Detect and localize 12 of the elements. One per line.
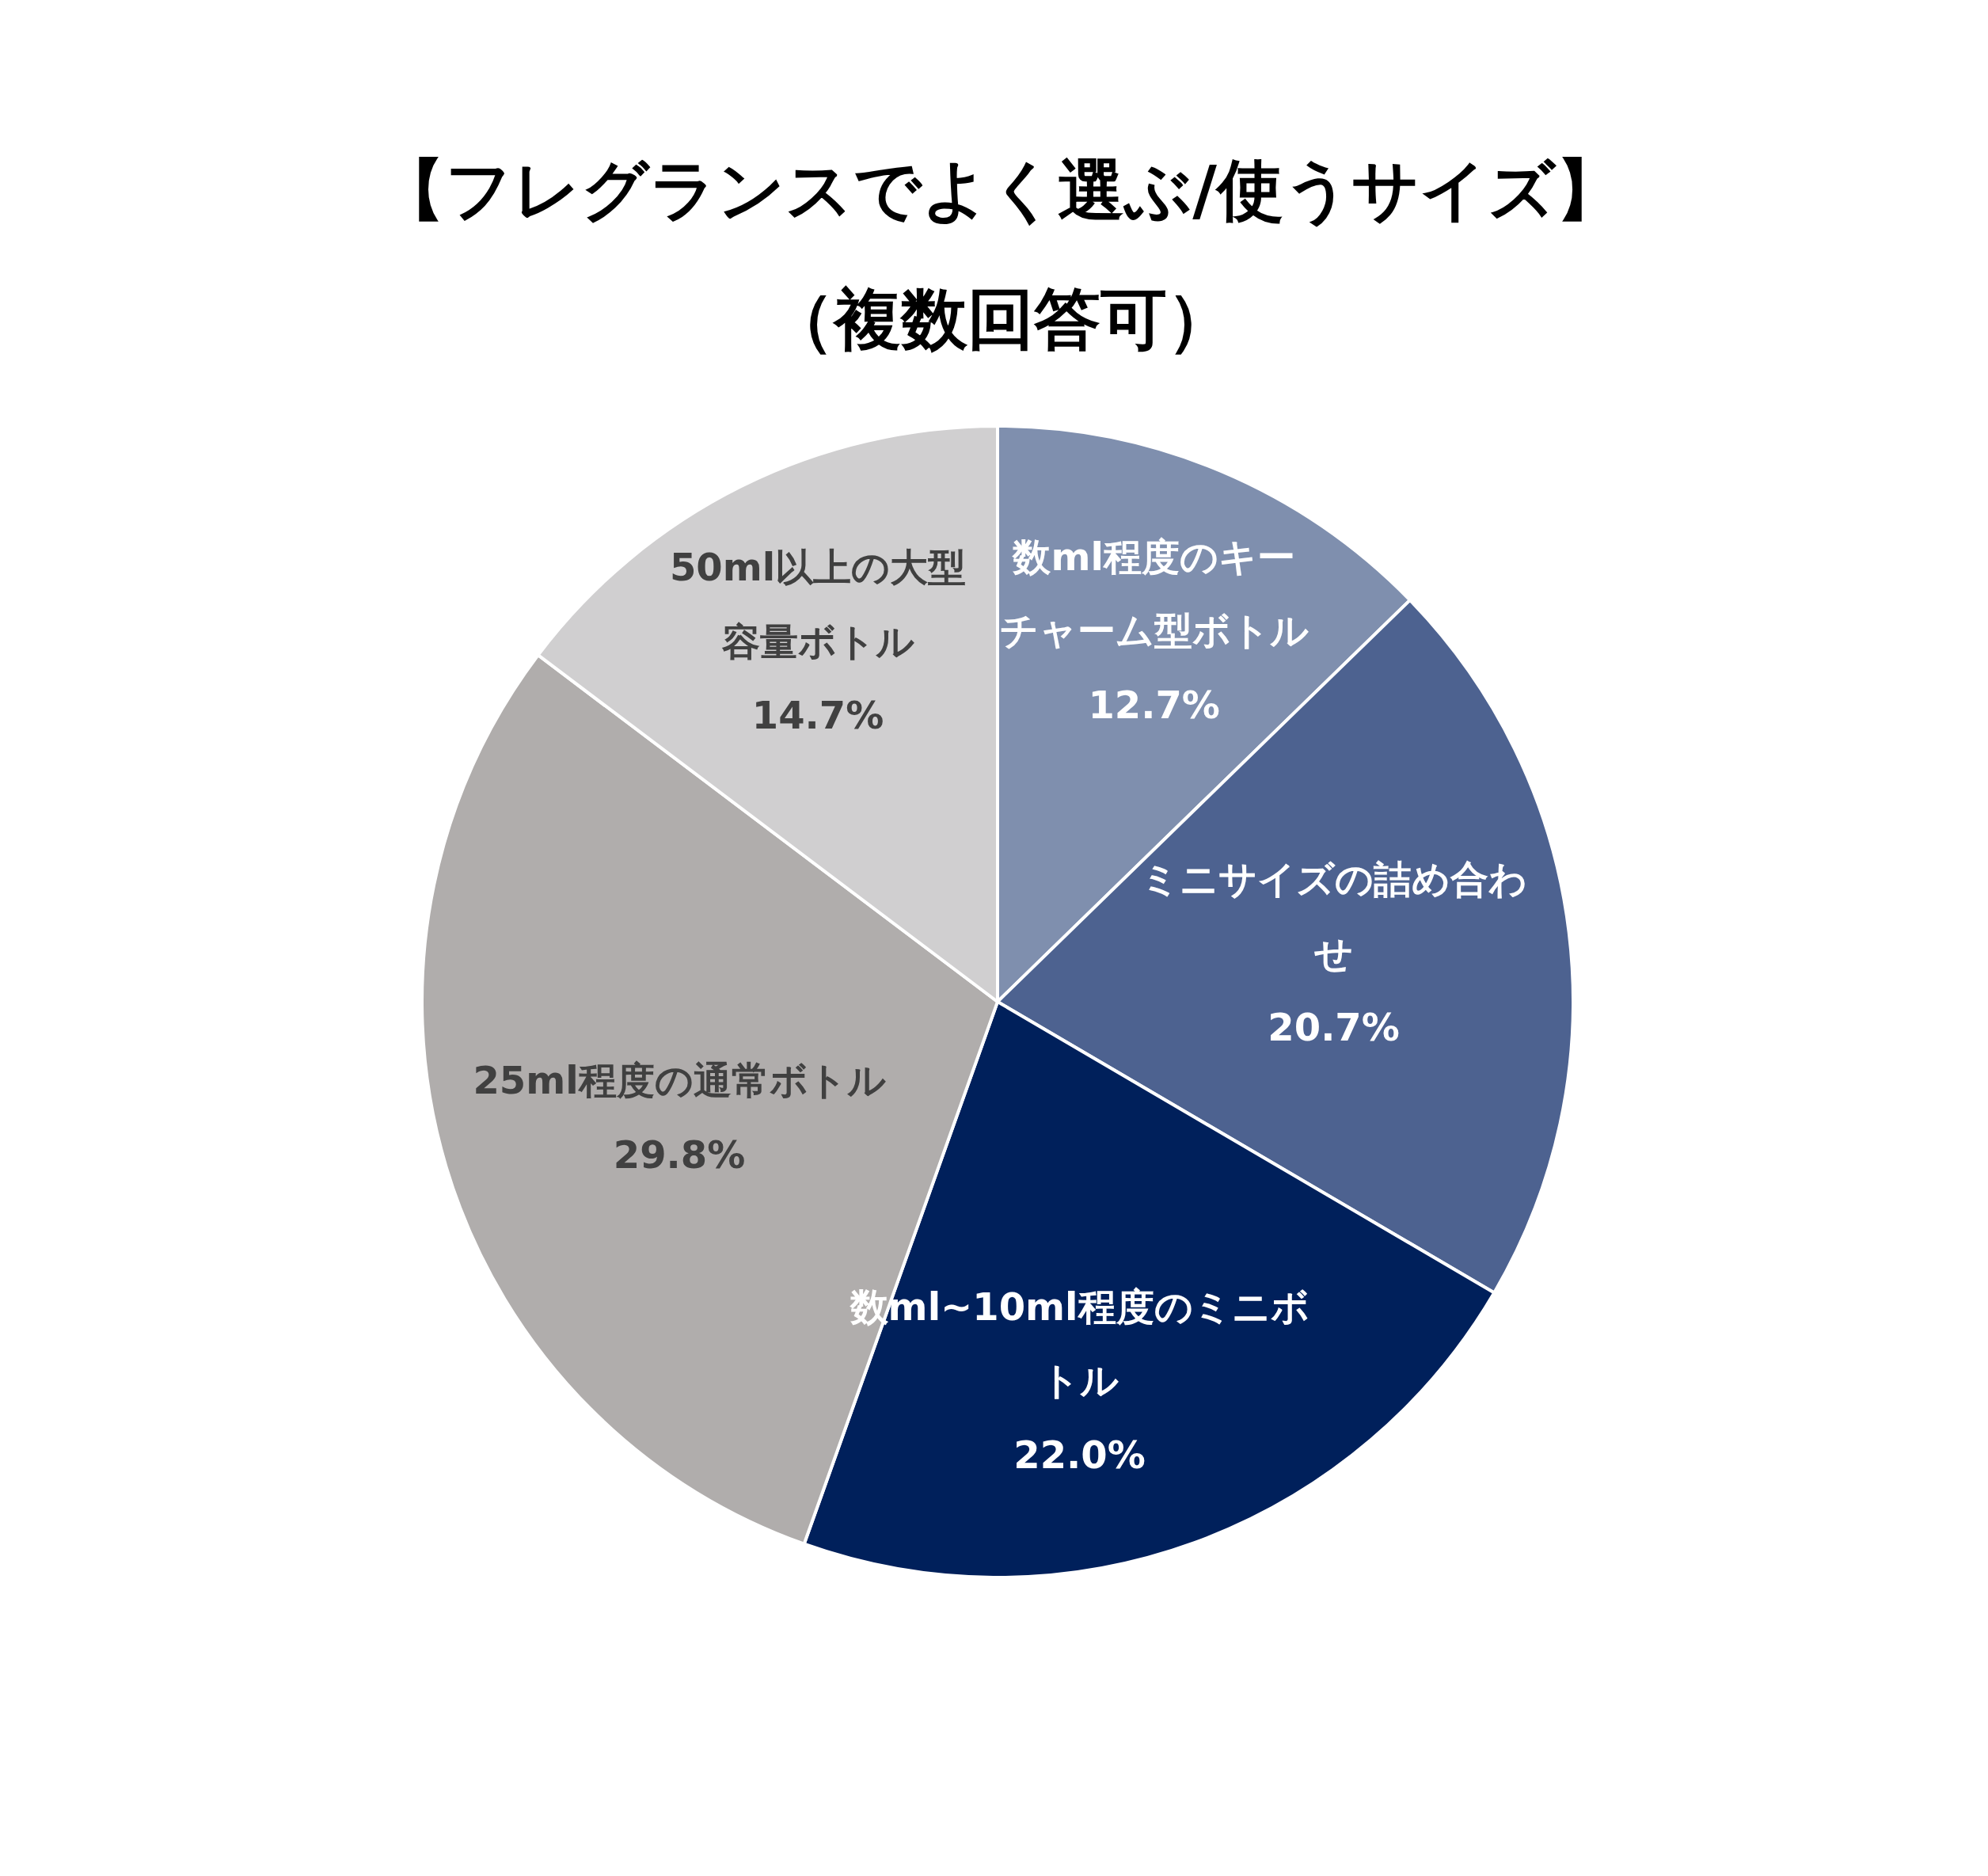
data-label: 22.0% (1013, 1432, 1146, 1477)
data-label: 29.8% (613, 1132, 746, 1177)
slice-label: 数ml程度のキーチャーム型ボトル (999, 534, 1309, 653)
chart-subtitle: （複数回答可） (767, 280, 1233, 358)
data-label: 14.7% (751, 693, 884, 738)
slice-label: 数ml~10ml程度のミニボトル (849, 1284, 1309, 1403)
slice-label: ミニサイズの詰め合わせ (1140, 856, 1527, 976)
chart-title: 【フレグランスでよく選ぶ/使うサイズ】 (378, 151, 1622, 229)
data-label: 20.7% (1268, 1005, 1400, 1050)
slice-label: 25ml程度の通常ボトル (473, 1058, 886, 1103)
data-label: 12.7% (1088, 682, 1220, 727)
slice-label: 50ml以上の大型容量ボトル (669, 544, 967, 664)
